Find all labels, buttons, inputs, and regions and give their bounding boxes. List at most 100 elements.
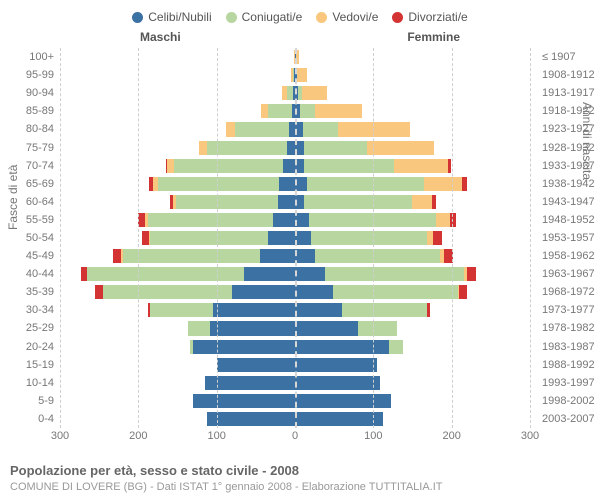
segment-single [210,321,295,335]
segment-married [307,177,425,191]
segment-single [287,141,295,155]
x-axis-tick: 100 [207,430,225,442]
segment-single [213,303,295,317]
female-bar [295,267,476,281]
segment-single [295,267,325,281]
male-bar [149,177,295,191]
plot-area: 3002001000100200300 [60,48,530,448]
female-bar [295,195,436,209]
age-bracket-label: 65-69 [0,175,58,193]
segment-single [260,249,295,263]
age-bracket-label: 50-54 [0,229,58,247]
segment-married [325,267,464,281]
center-axis [295,48,297,428]
birth-year-label: 1958-1962 [538,247,598,265]
birth-year-label: 1968-1972 [538,283,598,301]
segment-single [295,231,311,245]
segment-single [283,159,295,173]
male-bar [81,267,295,281]
segment-single [279,177,295,191]
age-bracket-label: 10-14 [0,374,58,392]
gridline [217,48,218,428]
x-axis-tick: 200 [442,430,460,442]
legend-swatch [226,12,237,23]
female-bar [295,141,434,155]
male-bar [282,86,295,100]
age-bracket-label: 80-84 [0,120,58,138]
segment-married [235,122,288,136]
segment-divorced [433,231,442,245]
birth-year-label: 1978-1982 [538,319,598,337]
age-bracket-label: 95-99 [0,66,58,84]
segment-married [87,267,244,281]
female-bar [295,231,442,245]
gridline [60,48,61,428]
birth-year-label: 1928-1932 [538,139,598,157]
female-bar [295,213,456,227]
age-bracket-label: 40-44 [0,265,58,283]
legend-item: Vedovi/e [316,6,378,28]
age-bracket-label: 35-39 [0,283,58,301]
legend-item: Divorziati/e [392,6,467,28]
segment-widowed [302,86,327,100]
age-bracket-label: 85-89 [0,102,58,120]
age-bracket-label: 5-9 [0,392,58,410]
birth-year-label: 1933-1937 [538,157,598,175]
x-axis-tick: 200 [129,430,147,442]
legend: Celibi/Nubili Coniugati/e Vedovi/e Divorzia… [0,0,600,28]
male-bar [142,231,295,245]
female-bar [295,321,397,335]
footer-title: Popolazione per età, sesso e stato civil… [10,463,590,480]
birth-year-label: 1983-1987 [538,338,598,356]
chart-footer: Popolazione per età, sesso e stato civil… [10,463,590,494]
birth-year-label: 1913-1917 [538,84,598,102]
segment-single [295,340,389,354]
segment-single [295,358,377,372]
male-bar [217,358,295,372]
age-bracket-label: 15-19 [0,356,58,374]
female-header: Femmine [407,30,460,44]
legend-label: Divorziati/e [408,10,467,24]
segment-married [207,141,287,155]
segment-married [315,249,440,263]
segment-single [268,231,295,245]
y-axis-left-labels: 0-45-910-1415-1920-2425-2930-3435-3940-4… [0,48,58,428]
segment-widowed [394,159,447,173]
male-bar [188,321,295,335]
segment-single [217,358,295,372]
age-bracket-label: 0-4 [0,410,58,428]
segment-married [176,195,278,209]
legend-item: Coniugati/e [226,6,303,28]
female-bar [295,104,362,118]
legend-label: Celibi/Nubili [148,10,211,24]
segment-divorced [459,285,467,299]
male-bar [199,141,295,155]
legend-swatch [132,12,143,23]
age-bracket-label: 30-34 [0,301,58,319]
male-bar [205,376,295,390]
x-axis-tick: 0 [292,430,298,442]
male-header: Maschi [140,30,181,44]
segment-married [158,177,279,191]
male-bar [95,285,295,299]
birth-year-label: 1938-1942 [538,175,598,193]
segment-married [300,104,314,118]
age-bracket-label: 60-64 [0,193,58,211]
footer-subtitle: COMUNE DI LOVERE (BG) - Dati ISTAT 1° ge… [10,480,590,494]
segment-single [193,394,295,408]
segment-married [304,141,367,155]
birth-year-label: 1963-1967 [538,265,598,283]
male-bar [193,394,295,408]
segment-widowed [367,141,434,155]
female-bar [295,86,327,100]
x-axis-tick: 100 [364,430,382,442]
segment-married [389,340,403,354]
birth-year-label: 1943-1947 [538,193,598,211]
segment-divorced [467,267,476,281]
segment-married [303,122,338,136]
female-bar [295,394,391,408]
female-bar [295,376,380,390]
segment-widowed [315,104,362,118]
female-bar [295,303,430,317]
segment-widowed [297,68,306,82]
